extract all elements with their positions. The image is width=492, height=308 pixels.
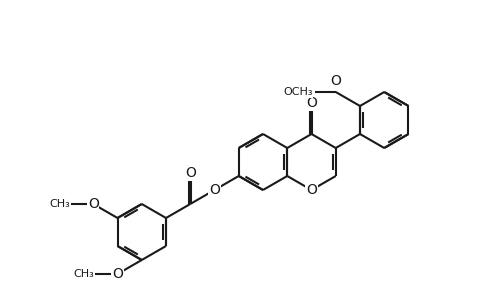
- Text: O: O: [112, 267, 123, 281]
- Text: O: O: [306, 183, 317, 197]
- Text: CH₃: CH₃: [73, 269, 94, 279]
- Text: O: O: [306, 96, 317, 110]
- Text: OCH₃: OCH₃: [283, 87, 313, 97]
- Text: O: O: [88, 197, 99, 211]
- Text: O: O: [185, 166, 196, 180]
- Text: CH₃: CH₃: [49, 199, 70, 209]
- Text: O: O: [330, 74, 341, 88]
- Text: O: O: [209, 183, 220, 197]
